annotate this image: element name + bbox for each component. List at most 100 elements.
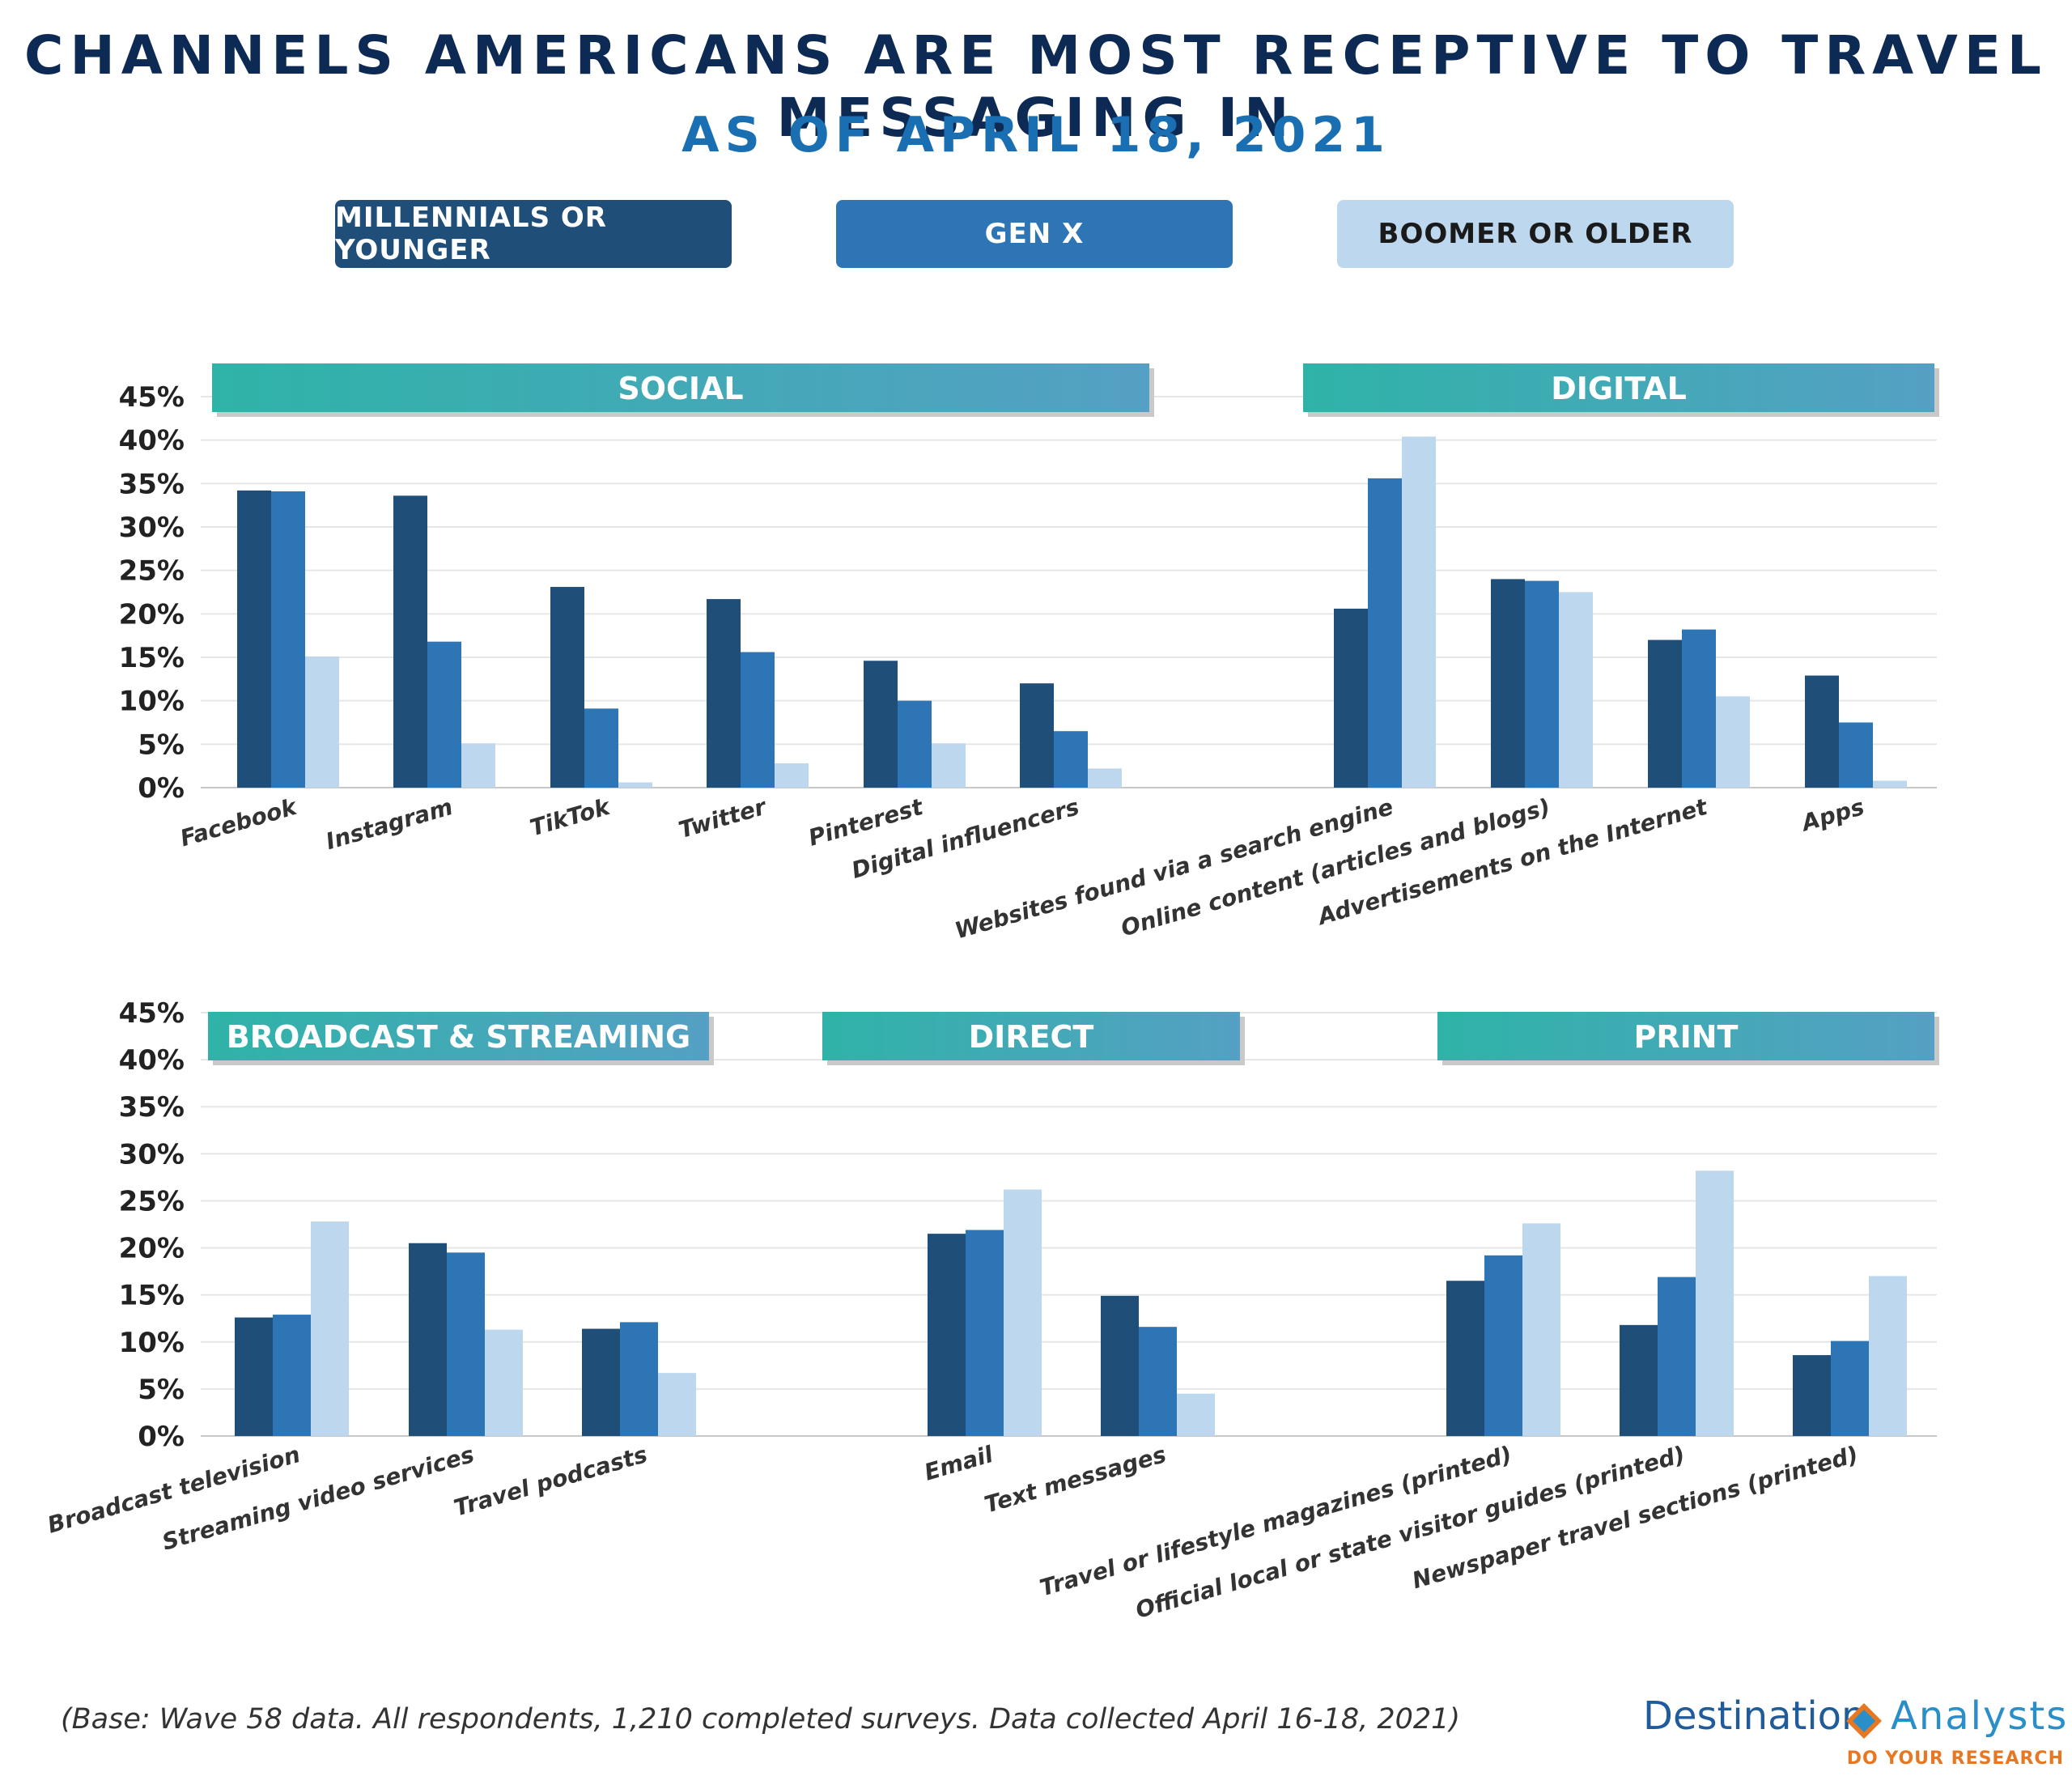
y-tick-label: 40% (119, 425, 185, 457)
y-tick-label: 20% (119, 598, 185, 631)
bar-text-messages-series-1 (1139, 1327, 1177, 1436)
bar-tiktok-series-1 (584, 708, 618, 788)
bar-text-messages-series-2 (1177, 1393, 1215, 1436)
y-tick-label: 25% (119, 555, 185, 588)
bar-broadcast-television-series-0 (235, 1317, 273, 1436)
bar-websites-found-via-a-search-engine-series-1 (1368, 478, 1402, 788)
category-label-text-messages: Text messages (982, 1441, 1170, 1519)
y-tick-label: 0% (138, 772, 185, 805)
bar-travel-or-lifestyle-magazines-printed-series-1 (1484, 1255, 1522, 1436)
bar-travel-or-lifestyle-magazines-printed-series-0 (1446, 1281, 1484, 1436)
y-tick-label: 5% (138, 1374, 185, 1406)
bar-official-local-or-state-visitor-guides-printed-series-1 (1658, 1277, 1696, 1436)
section-header-label: DIGITAL (1551, 371, 1687, 406)
y-tick-label: 15% (119, 1280, 185, 1312)
bar-instagram-series-1 (427, 641, 461, 788)
bar-websites-found-via-a-search-engine-series-0 (1334, 608, 1368, 788)
bar-advertisements-on-the-internet-series-2 (1716, 696, 1750, 788)
destination-analysts-logo: Destination Analysts DO YOUR RESEARCH (1643, 1692, 2066, 1773)
y-tick-label: 25% (119, 1185, 185, 1217)
logo-name-part2: Analysts (1891, 1693, 2069, 1739)
bar-pinterest-series-2 (932, 743, 966, 788)
bar-online-content-articles-and-blogs-series-1 (1525, 580, 1559, 788)
bar-online-content-articles-and-blogs-series-0 (1491, 579, 1525, 788)
section-header-direct (822, 1012, 1240, 1060)
category-label-tiktok: TikTok (527, 792, 614, 841)
chart-subtitle: AS OF APRIL 18, 2021 (681, 107, 1391, 164)
bar-streaming-video-services-series-2 (485, 1329, 523, 1436)
bar-broadcast-television-series-2 (311, 1222, 349, 1436)
logo-tagline: DO YOUR RESEARCH (1846, 1748, 2064, 1769)
y-tick-label: 15% (119, 642, 185, 674)
legend-item-boomer: BOOMER OR OLDER (1337, 200, 1734, 268)
section-header-broadcast-streaming (208, 1012, 709, 1060)
category-label-twitter: Twitter (676, 792, 771, 843)
y-tick-label: 5% (138, 729, 185, 761)
y-tick-label: 0% (138, 1421, 185, 1453)
bar-instagram-series-2 (461, 743, 495, 788)
legend-item-gen-x: GEN X (836, 200, 1233, 268)
bar-streaming-video-services-series-1 (447, 1252, 485, 1436)
bar-streaming-video-services-series-0 (409, 1243, 447, 1436)
category-label-email: Email (921, 1441, 996, 1486)
bar-advertisements-on-the-internet-series-0 (1648, 639, 1682, 788)
y-tick-label: 35% (119, 468, 185, 500)
bar-digital-influencers-series-2 (1088, 768, 1122, 788)
bar-travel-podcasts-series-1 (620, 1322, 658, 1436)
section-header-label: BROADCAST & STREAMING (227, 1019, 691, 1055)
bar-apps-series-2 (1873, 780, 1907, 788)
bar-travel-podcasts-series-2 (658, 1373, 696, 1436)
section-header-label: PRINT (1634, 1019, 1739, 1055)
y-tick-label: 45% (119, 381, 185, 414)
section-header-label: SOCIAL (618, 371, 743, 406)
bar-twitter-series-1 (741, 652, 775, 788)
y-tick-label: 10% (119, 686, 185, 718)
bar-apps-series-1 (1839, 722, 1873, 788)
bar-advertisements-on-the-internet-series-1 (1682, 629, 1716, 788)
y-tick-label: 30% (119, 512, 185, 544)
bar-twitter-series-2 (775, 763, 809, 788)
category-label-apps: Apps (1798, 793, 1867, 837)
y-tick-label: 35% (119, 1091, 185, 1124)
bar-pinterest-series-1 (898, 700, 932, 788)
bar-newspaper-travel-sections-printed-series-2 (1869, 1276, 1907, 1436)
bar-email-series-0 (928, 1234, 966, 1436)
y-tick-label: 10% (119, 1327, 185, 1359)
bar-facebook-series-1 (271, 491, 305, 788)
category-label-travel-podcasts: Travel podcasts (451, 1441, 650, 1522)
bar-digital-influencers-series-0 (1020, 683, 1054, 788)
bar-newspaper-travel-sections-printed-series-0 (1793, 1355, 1831, 1436)
category-label-instagram: Instagram (323, 793, 456, 855)
logo-name-part1: Destination (1643, 1693, 1866, 1739)
bar-facebook-series-0 (237, 490, 271, 788)
bar-tiktok-series-0 (550, 587, 584, 788)
bar-official-local-or-state-visitor-guides-printed-series-2 (1696, 1171, 1734, 1436)
bar-websites-found-via-a-search-engine-series-2 (1402, 436, 1436, 788)
bar-official-local-or-state-visitor-guides-printed-series-0 (1620, 1324, 1658, 1436)
bar-newspaper-travel-sections-printed-series-1 (1831, 1340, 1869, 1436)
y-tick-label: 20% (119, 1233, 185, 1265)
bar-travel-or-lifestyle-magazines-printed-series-2 (1522, 1223, 1560, 1436)
bar-broadcast-television-series-1 (273, 1315, 311, 1436)
section-header-label: DIRECT (969, 1019, 1094, 1055)
bar-instagram-series-0 (393, 495, 427, 788)
section-header-social (212, 363, 1149, 412)
bar-text-messages-series-0 (1101, 1295, 1139, 1436)
bar-apps-series-0 (1805, 675, 1839, 788)
logo-diamond-icon (1846, 1703, 1882, 1739)
bar-twitter-series-0 (707, 599, 741, 788)
category-label-facebook: Facebook (177, 792, 301, 852)
bar-pinterest-series-0 (864, 661, 898, 788)
y-tick-label: 45% (119, 997, 185, 1030)
bar-email-series-1 (966, 1230, 1004, 1436)
footnote: (Base: Wave 58 data. All respondents, 1,… (61, 1703, 1461, 1736)
section-header-digital (1303, 363, 1934, 412)
bar-email-series-2 (1004, 1189, 1042, 1436)
category-label-streaming-video-services: Streaming video services (159, 1441, 478, 1556)
y-tick-label: 30% (119, 1138, 185, 1171)
bar-tiktok-series-2 (618, 782, 652, 788)
section-header-print (1437, 1012, 1934, 1060)
legend-item-millennials: MILLENNIALS OR YOUNGER (335, 200, 732, 268)
y-tick-label: 40% (119, 1044, 185, 1077)
